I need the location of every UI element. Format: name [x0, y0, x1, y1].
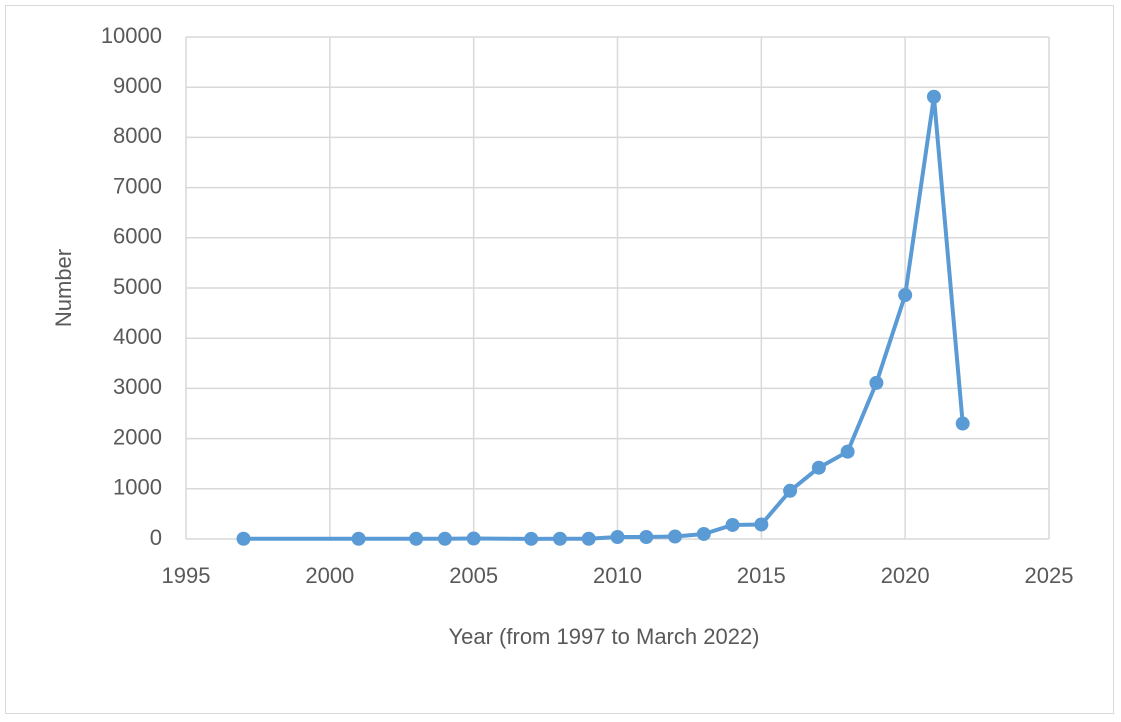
marker	[869, 375, 884, 390]
x-tick-label: 2020	[881, 563, 930, 588]
x-axis-title: Year (from 1997 to March 2022)	[448, 624, 759, 649]
y-tick-label: 2000	[113, 424, 162, 449]
marker	[783, 483, 798, 498]
x-tick-label: 2010	[593, 563, 642, 588]
marker	[610, 529, 625, 544]
chart-border	[5, 5, 1114, 714]
marker	[725, 517, 740, 532]
marker	[351, 531, 366, 546]
y-tick-label: 3000	[113, 374, 162, 399]
marker	[696, 526, 711, 541]
marker	[668, 529, 683, 544]
marker	[524, 531, 539, 546]
y-tick-label: 10000	[101, 23, 162, 48]
marker	[898, 288, 913, 303]
y-tick-label: 1000	[113, 475, 162, 500]
marker	[409, 531, 424, 546]
x-tick-label: 2005	[449, 563, 498, 588]
x-tick-label: 1995	[162, 563, 211, 588]
x-tick-label: 2000	[305, 563, 354, 588]
y-tick-label: 9000	[113, 73, 162, 98]
marker	[236, 531, 251, 546]
marker	[581, 531, 596, 546]
y-tick-label: 5000	[113, 274, 162, 299]
x-tick-label: 2015	[737, 563, 786, 588]
x-tick-label: 2025	[1025, 563, 1074, 588]
marker	[754, 517, 769, 532]
marker	[639, 529, 654, 544]
y-tick-label: 8000	[113, 123, 162, 148]
marker	[955, 416, 970, 431]
y-axis-title: Number	[51, 249, 76, 327]
y-tick-label: 6000	[113, 224, 162, 249]
y-tick-label: 7000	[113, 173, 162, 198]
marker	[437, 531, 452, 546]
marker	[811, 460, 826, 475]
marker	[926, 89, 941, 104]
marker	[552, 531, 567, 546]
y-tick-label: 4000	[113, 324, 162, 349]
y-tick-label: 0	[150, 525, 162, 550]
marker	[840, 444, 855, 459]
marker	[466, 531, 481, 546]
